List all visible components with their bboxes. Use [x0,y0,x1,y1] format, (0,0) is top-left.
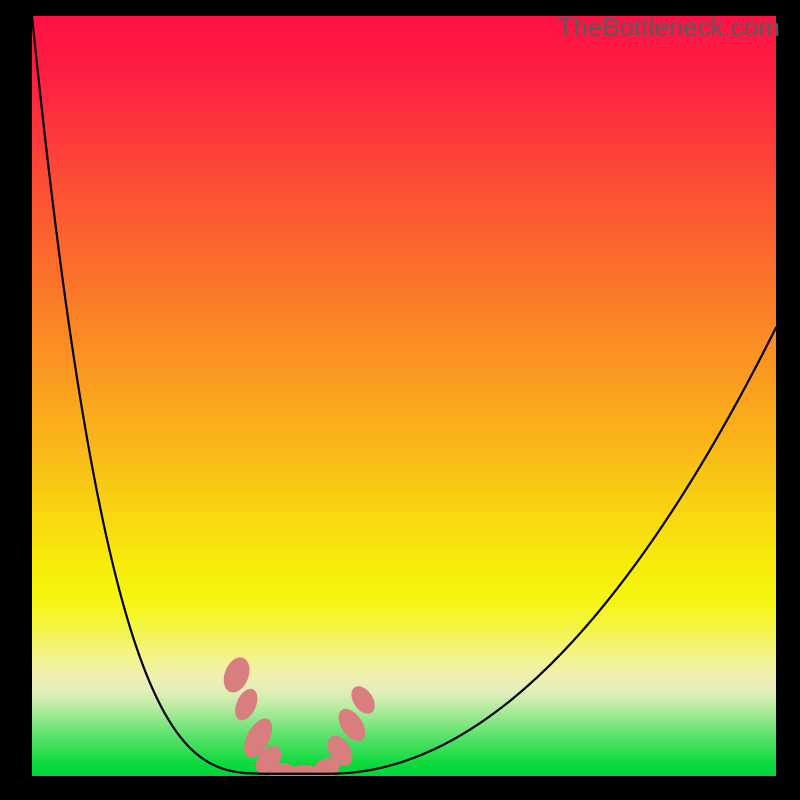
plot-area [32,16,776,776]
watermark-text: TheBottleneck.com [557,12,780,43]
valley-marker-beads [219,654,380,776]
curve-layer [32,16,776,776]
chart-stage: TheBottleneck.com [0,0,800,800]
bottleneck-curve [32,16,776,774]
